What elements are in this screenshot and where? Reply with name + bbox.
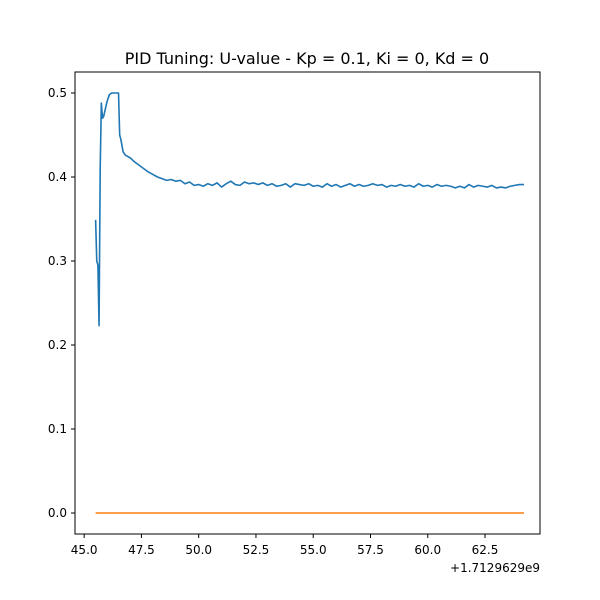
x-axis: 45.0 47.5 50.0 52.5 55.0 57.5 60.0 62.5 xyxy=(71,534,499,557)
x-tick-label: 52.5 xyxy=(243,543,270,557)
x-tick-label: 50.0 xyxy=(185,543,212,557)
y-tick-label: 0.2 xyxy=(48,338,67,352)
y-tick-label: 0.0 xyxy=(48,506,67,520)
x-tick-label: 62.5 xyxy=(472,543,499,557)
y-tick-label: 0.3 xyxy=(48,254,67,268)
plot-area xyxy=(74,71,541,535)
chart-title: PID Tuning: U-value - Kp = 0.1, Ki = 0, … xyxy=(125,49,489,68)
x-tick-label: 45.0 xyxy=(71,543,98,557)
x-tick-label: 60.0 xyxy=(414,543,441,557)
x-tick-label: 57.5 xyxy=(357,543,384,557)
y-axis: 0.0 0.1 0.2 0.3 0.4 0.5 xyxy=(48,86,75,520)
series-line-u-value xyxy=(94,92,524,327)
x-tick-label: 55.0 xyxy=(300,543,327,557)
y-tick-label: 0.5 xyxy=(48,86,67,100)
x-axis-offset-label: +1.7129629e9 xyxy=(450,561,540,575)
series-layer xyxy=(94,92,524,514)
y-tick-label: 0.4 xyxy=(48,170,67,184)
x-tick-label: 47.5 xyxy=(128,543,155,557)
y-tick-label: 0.1 xyxy=(48,422,67,436)
